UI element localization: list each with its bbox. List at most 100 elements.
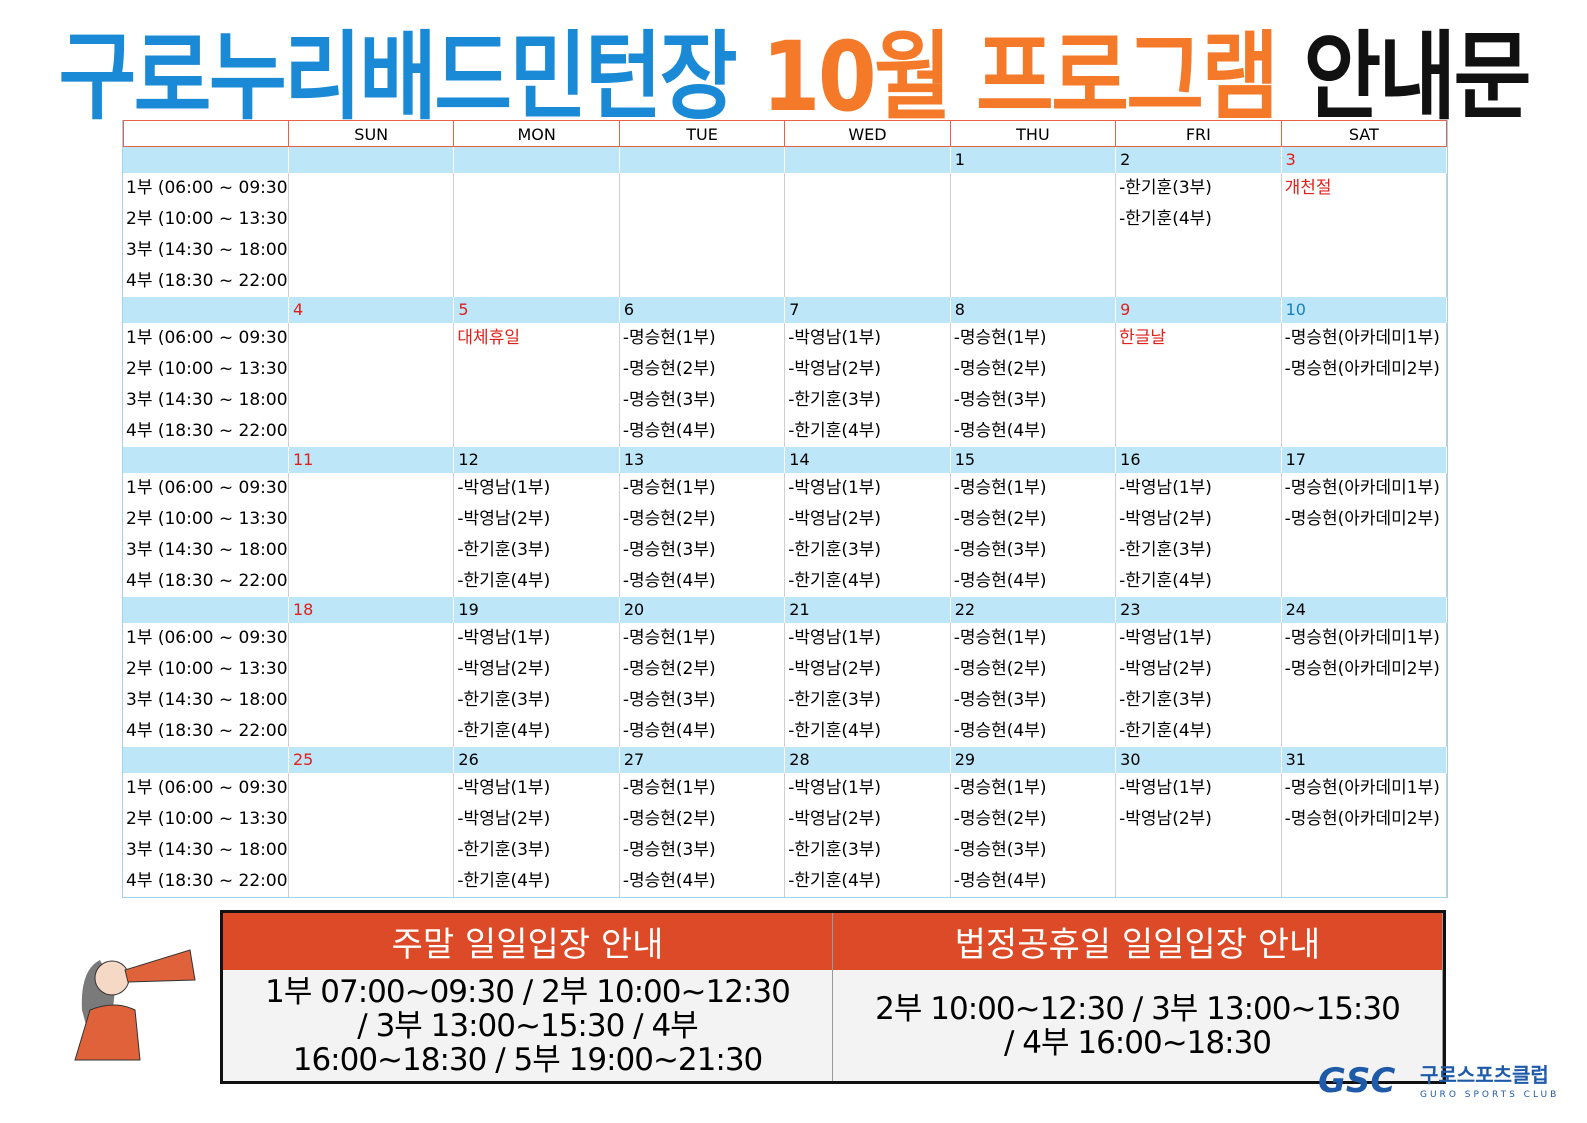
date-cell: 13 bbox=[619, 447, 786, 473]
date-cell: 17 bbox=[1281, 447, 1447, 473]
day-cell: -박영남(1부) -박영남(2부) -한기훈(3부) -한기훈(4부) bbox=[785, 323, 951, 447]
schedule-entry: -명승현(아카데미2부) bbox=[1284, 509, 1440, 529]
date-cell: 15 bbox=[950, 447, 1117, 473]
schedule-entry: -명승현(2부) bbox=[953, 809, 1047, 829]
slot-label: 4부 (18:30 ~ 22:00) bbox=[126, 421, 288, 441]
schedule-entry: -박영남(2부) bbox=[1119, 809, 1212, 829]
date-cell: 16 bbox=[1116, 447, 1282, 473]
title: 구로누리배드민턴장 10월 프로그램 안내문 bbox=[0, 12, 1587, 125]
schedule-entry: -박영남(2부) bbox=[788, 359, 882, 379]
day-cell: -한기훈(3부) -한기훈(4부) bbox=[1116, 173, 1282, 297]
holiday-label: 대체휴일 bbox=[457, 328, 520, 348]
weekday: SAT bbox=[1281, 120, 1447, 147]
schedule-entry: -한기훈(4부) bbox=[1119, 571, 1212, 591]
schedule-entry: -박영남(1부) bbox=[788, 328, 882, 348]
day-cell: -명승현(1부) -명승현(2부) -명승현(3부) -명승현(4부) bbox=[951, 323, 1117, 447]
schedule-entry: -명승현(아카데미2부) bbox=[1284, 359, 1440, 379]
date-cell: 26 bbox=[454, 747, 620, 773]
schedule-entry: -한기훈(3부) bbox=[788, 540, 882, 560]
schedule-entry: -명승현(3부) bbox=[622, 840, 716, 860]
megaphone-illustration bbox=[74, 949, 196, 1061]
schedule-entry: -명승현(2부) bbox=[953, 659, 1047, 679]
schedule-entry: -명승현(아카데미1부) bbox=[1284, 478, 1440, 498]
schedule-entry: -박영남(1부) bbox=[457, 478, 551, 498]
schedule-entry: -박영남(2부) bbox=[1119, 509, 1212, 529]
slot-label: 1부 (06:00 ~ 09:30) bbox=[126, 778, 288, 798]
date-cell bbox=[454, 147, 620, 173]
schedule-entry: -한기훈(3부) bbox=[457, 690, 551, 710]
schedule-entry: -명승현(4부) bbox=[622, 721, 716, 741]
schedule-entry: -명승현(2부) bbox=[953, 359, 1047, 379]
schedule-entry: -한기훈(4부) bbox=[457, 871, 551, 891]
day-cell bbox=[289, 323, 455, 447]
schedule-entry: -박영남(1부) bbox=[788, 478, 882, 498]
schedule-entry: -명승현(4부) bbox=[953, 571, 1047, 591]
schedule-entry: -명승현(아카데미1부) bbox=[1284, 778, 1440, 798]
date-cell: 11 bbox=[289, 447, 455, 473]
schedule-entry: -한기훈(4부) bbox=[788, 721, 882, 741]
weekday: THU bbox=[950, 120, 1117, 147]
schedule-entry: -한기훈(4부) bbox=[1119, 721, 1212, 741]
notice-column: 법정공휴일 일일입장 안내 2부 10:00~12:30 / 3부 13:00~1… bbox=[833, 913, 1443, 1081]
day-cell: -명승현(아카데미1부) -명승현(아카데미2부) bbox=[1282, 323, 1447, 447]
notice-title: 법정공휴일 일일입장 안내 bbox=[833, 913, 1442, 970]
slot-label: 1부 (06:00 ~ 09:30) bbox=[126, 628, 288, 648]
slot-label: 3부 (14:30 ~ 18:00) bbox=[126, 390, 288, 410]
title-place: 구로누리배드민턴장 bbox=[58, 20, 737, 125]
weekday: TUE bbox=[619, 120, 786, 147]
schedule-entry: -한기훈(3부) bbox=[457, 840, 551, 860]
date-cell: 18 bbox=[289, 597, 455, 623]
holiday-label: 개천절 bbox=[1284, 178, 1332, 198]
schedule-entry: -한기훈(3부) bbox=[457, 540, 551, 560]
day-cell bbox=[951, 173, 1117, 297]
date-cell: 21 bbox=[785, 597, 951, 623]
day-cell bbox=[289, 623, 455, 747]
schedule-entry: -박영남(1부) bbox=[1119, 778, 1212, 798]
day-cell bbox=[785, 173, 951, 297]
slot-label: 3부 (14:30 ~ 18:00) bbox=[126, 540, 288, 560]
slot-label: 4부 (18:30 ~ 22:00) bbox=[126, 571, 288, 591]
schedule-entry: -명승현(아카데미2부) bbox=[1284, 659, 1440, 679]
slot-label: 1부 (06:00 ~ 09:30) bbox=[126, 478, 288, 498]
date-cell: 5 bbox=[454, 297, 620, 323]
schedule-entry: -박영남(2부) bbox=[788, 809, 882, 829]
date-cell: 2 bbox=[1116, 147, 1282, 173]
day-cell: -박영남(1부) -박영남(2부) -한기훈(3부) -한기훈(4부) bbox=[1116, 473, 1282, 597]
date-cell bbox=[785, 147, 951, 173]
schedule-entry: -한기훈(3부) bbox=[1119, 540, 1212, 560]
day-cell: -박영남(1부) -박영남(2부) -한기훈(3부) -한기훈(4부) bbox=[454, 473, 620, 597]
date-cell bbox=[289, 147, 455, 173]
schedule-entry: -한기훈(3부) bbox=[1119, 690, 1212, 710]
slot-label: 2부 (10:00 ~ 13:30) bbox=[126, 809, 288, 829]
title-text: 구로누리배드민턴장 10월 프로그램 안내문 bbox=[58, 12, 1531, 125]
logo-abbr: GSC bbox=[1318, 1062, 1395, 1101]
date-cell: 23 bbox=[1116, 597, 1282, 623]
date-cell: 25 bbox=[289, 747, 455, 773]
notice-column: 주말 일일입장 안내 1부 07:00~09:30 / 2부 10:00~12:3… bbox=[223, 913, 833, 1081]
schedule-entry: -명승현(2부) bbox=[622, 509, 716, 529]
notice-panel: 주말 일일입장 안내 1부 07:00~09:30 / 2부 10:00~12:3… bbox=[220, 910, 1446, 1084]
date-blank bbox=[123, 597, 289, 623]
schedule-entry: -박영남(1부) bbox=[788, 628, 882, 648]
schedule-entry: -박영남(1부) bbox=[1119, 478, 1212, 498]
day-cell: -명승현(1부) -명승현(2부) -명승현(3부) -명승현(4부) bbox=[620, 623, 786, 747]
slot-label: 4부 (18:30 ~ 22:00) bbox=[126, 271, 288, 291]
date-cell: 20 bbox=[619, 597, 786, 623]
date-blank bbox=[123, 147, 289, 173]
schedule-entry: -명승현(4부) bbox=[953, 421, 1047, 441]
schedule-entry: -명승현(아카데미1부) bbox=[1284, 628, 1440, 648]
slot-cell: 1부 (06:00 ~ 09:30) 2부 (10:00 ~ 13:30) 3부 (… bbox=[123, 623, 289, 747]
day-cell: -명승현(1부) -명승현(2부) -명승현(3부) -명승현(4부) bbox=[620, 773, 786, 897]
schedule-entry: -명승현(4부) bbox=[622, 421, 716, 441]
day-cell: -박영남(1부) -박영남(2부) -한기훈(3부) -한기훈(4부) bbox=[785, 623, 951, 747]
slot-label: 3부 (14:30 ~ 18:00) bbox=[126, 240, 288, 260]
slot-label: 1부 (06:00 ~ 09:30) bbox=[126, 178, 288, 198]
day-cell: -박영남(1부) -박영남(2부) -한기훈(3부) -한기훈(4부) bbox=[785, 473, 951, 597]
weekday: FRI bbox=[1116, 120, 1282, 147]
schedule-entry: -명승현(3부) bbox=[622, 540, 716, 560]
schedule-entry: -한기훈(4부) bbox=[788, 421, 882, 441]
day-cell: -박영남(1부) -박영남(2부) -한기훈(3부) -한기훈(4부) bbox=[454, 623, 620, 747]
schedule-entry: -명승현(3부) bbox=[953, 540, 1047, 560]
schedule-entry: -명승현(1부) bbox=[953, 328, 1047, 348]
